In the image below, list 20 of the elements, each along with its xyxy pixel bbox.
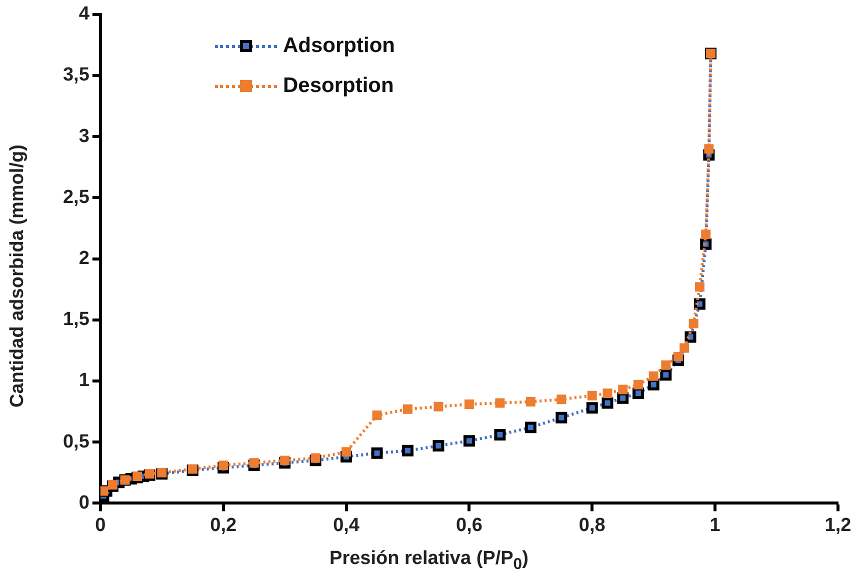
- y-tick-label: 0,5: [62, 431, 90, 452]
- legend-label: Adsorption: [283, 34, 395, 58]
- y-tick-label: 3: [78, 126, 90, 147]
- legend-label: Desorption: [283, 74, 394, 98]
- x-tick-label: 0: [95, 514, 106, 536]
- x-tick-label: 0,8: [578, 514, 606, 536]
- y-tick-label: 2,5: [62, 186, 90, 208]
- y-tick-label: 1: [78, 370, 90, 392]
- x-tick-label: 1,2: [824, 514, 852, 536]
- x-tick-label: 1: [710, 514, 721, 536]
- x-tick-label: 0,2: [210, 514, 237, 536]
- x-axis-title: Presión relativa (P/P$_{0}$): [328, 548, 530, 574]
- x-tick-label: 0,6: [456, 514, 482, 536]
- y-tick-label: 0: [78, 492, 90, 514]
- y-axis-title: Cantidad adsorbida (mmol/g): [7, 144, 29, 410]
- y-tick-label: 1,5: [62, 309, 90, 330]
- y-tick-label: 2: [78, 248, 90, 270]
- y-tick-label: 4: [78, 4, 90, 25]
- x-tick-label: 0,4: [333, 514, 360, 536]
- y-tick-label: 3,5: [62, 64, 90, 86]
